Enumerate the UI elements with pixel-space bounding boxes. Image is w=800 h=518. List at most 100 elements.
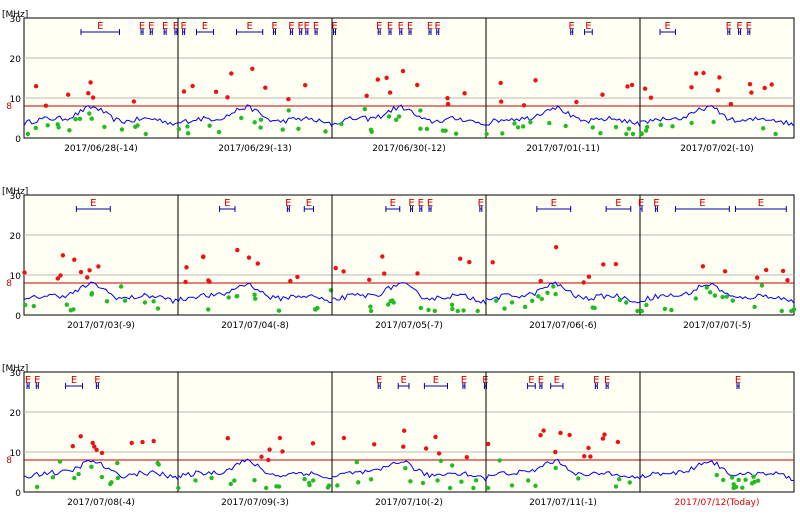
- data-point: [155, 306, 161, 311]
- data-point: [714, 472, 719, 478]
- data-point: [354, 459, 359, 465]
- data-point: [747, 82, 753, 87]
- es-label: E: [304, 21, 310, 32]
- es-interval: E: [726, 21, 732, 35]
- data-point: [88, 80, 93, 85]
- data-point: [432, 308, 437, 314]
- data-point: [630, 131, 636, 137]
- median-line: [177, 104, 333, 127]
- data-point: [333, 265, 338, 271]
- day-label: 2017/07/12(Today): [675, 498, 760, 508]
- median-line: [639, 282, 795, 304]
- data-point: [581, 280, 586, 285]
- es-label: E: [180, 21, 186, 32]
- data-point: [58, 273, 63, 278]
- data-point: [642, 86, 648, 91]
- day-label: 2017/07/09(-3): [221, 498, 289, 508]
- median-line: [485, 281, 641, 304]
- data-point: [520, 124, 526, 129]
- data-point: [387, 90, 393, 95]
- data-point: [635, 308, 640, 314]
- day-2: 2017/07/04(-8) E E E: [177, 195, 334, 331]
- data-point: [213, 89, 219, 95]
- data-point: [72, 475, 77, 481]
- data-point: [721, 477, 726, 483]
- data-point: [253, 296, 258, 301]
- data-point: [648, 95, 654, 100]
- data-point: [33, 125, 38, 131]
- data-point: [447, 485, 453, 491]
- data-point: [715, 88, 721, 93]
- data-point: [115, 475, 121, 481]
- median-line: [332, 282, 487, 305]
- data-point: [276, 484, 282, 489]
- data-point: [773, 131, 778, 137]
- es-interval: E: [408, 198, 415, 212]
- data-point: [462, 91, 467, 96]
- es-interval: E: [538, 375, 544, 389]
- median-line: [639, 460, 794, 481]
- data-point: [711, 119, 716, 125]
- data-point: [142, 300, 148, 305]
- es-label: E: [246, 21, 252, 32]
- data-point: [643, 128, 649, 133]
- data-point: [185, 131, 191, 136]
- day-1: 2017/07/08(-4)E E E E: [23, 375, 179, 508]
- es-label: E: [758, 198, 764, 209]
- data-point: [541, 428, 546, 433]
- es-interval: E: [527, 375, 536, 389]
- data-point: [229, 71, 234, 76]
- es-label: E: [653, 198, 659, 209]
- data-point: [494, 298, 499, 303]
- es-label: E: [90, 198, 96, 209]
- data-point: [708, 290, 713, 295]
- data-point: [512, 121, 517, 126]
- data-point: [629, 82, 635, 88]
- data-point: [453, 131, 459, 136]
- data-point: [87, 268, 92, 273]
- unit-label: [MHz]: [2, 187, 28, 197]
- data-point: [264, 485, 269, 491]
- day-label: 2017/07/01(-11): [526, 144, 600, 154]
- y-tick-label: 30: [10, 15, 22, 25]
- data-point: [602, 432, 607, 437]
- median-line: [331, 460, 487, 482]
- data-point: [461, 308, 466, 313]
- data-point: [89, 464, 94, 469]
- es-label: E: [34, 375, 40, 386]
- data-point: [104, 299, 110, 304]
- data-point: [467, 259, 472, 265]
- data-point: [445, 101, 451, 107]
- es-label: E: [528, 375, 534, 386]
- es-interval: E: [376, 21, 382, 35]
- data-point: [23, 302, 28, 308]
- day-label: 2017/07/08(-4): [67, 498, 135, 508]
- es-interval: E: [604, 375, 610, 389]
- data-point: [464, 455, 469, 460]
- data-point: [729, 475, 735, 480]
- data-point: [751, 474, 756, 479]
- data-point: [502, 306, 507, 311]
- data-point: [193, 478, 198, 483]
- y-tick-label: 30: [10, 369, 22, 379]
- es-label: E: [398, 21, 404, 32]
- data-point: [613, 124, 619, 130]
- data-point: [277, 435, 283, 441]
- day-label: 2017/07/11(-1): [529, 498, 597, 508]
- es-label: E: [331, 21, 337, 32]
- data-point: [115, 460, 120, 466]
- panel-2: [MHz]010203082017/07/03(-9)E2017/07/04(-…: [2, 187, 797, 331]
- es-label: E: [97, 21, 103, 32]
- day-5: 2017/07/07(-5)E E E E: [638, 195, 797, 331]
- es-label: E: [285, 198, 291, 209]
- data-point: [613, 261, 619, 267]
- median-line: [485, 104, 641, 127]
- data-point: [85, 275, 90, 280]
- panel-frame: [23, 194, 795, 316]
- es-interval: E: [94, 375, 101, 389]
- data-point: [396, 114, 402, 119]
- threshold-label: 8: [6, 456, 12, 466]
- es-interval: E: [638, 198, 644, 212]
- data-point: [762, 85, 767, 91]
